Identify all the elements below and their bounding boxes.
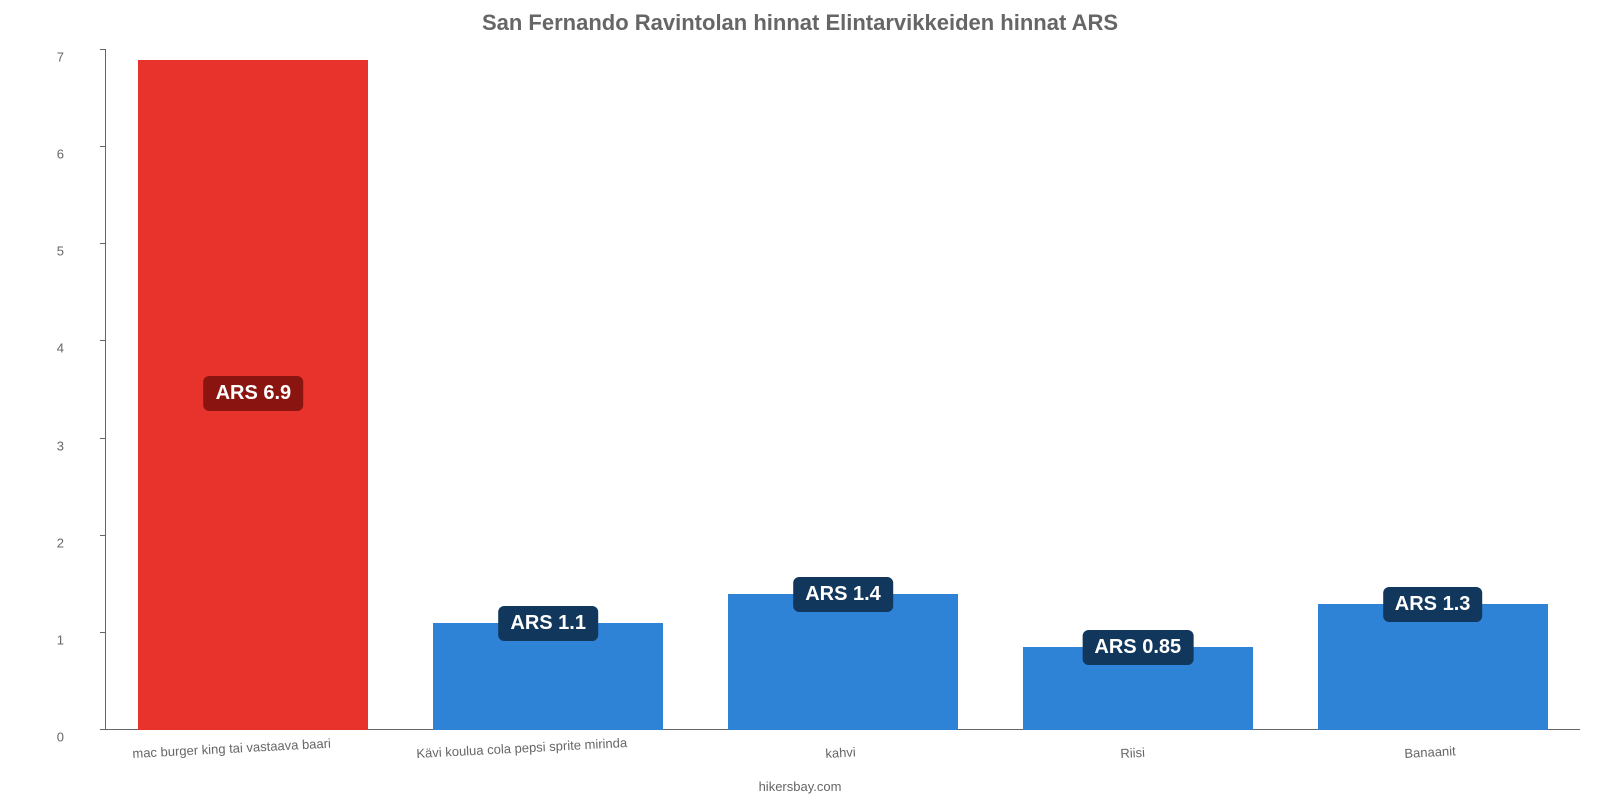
bar-value-label: ARS 0.85 [1082,630,1193,665]
x-axis-label: mac burger king tai vastaava baari [132,736,331,761]
bar-value-label: ARS 1.1 [498,606,598,641]
y-tick-label: 2 [34,535,64,550]
bar-slot: ARS 0.85 [990,50,1285,730]
y-axis: 01234567 [70,50,100,730]
y-tick-label: 5 [34,244,64,259]
bar-slot: ARS 1.1 [401,50,696,730]
plot-area: ARS 6.9 ARS 1.1 ARS 1.4 ARS 0.85 ARS 1.3 [106,50,1580,730]
bar [728,594,958,730]
bar-slot: ARS 6.9 [106,50,401,730]
bar-slot: ARS 1.4 [696,50,991,730]
bar-value-label: ARS 6.9 [204,376,304,411]
x-axis-label: Kävi koulua cola pepsi sprite mirinda [416,735,627,761]
y-tick-label: 7 [34,50,64,65]
y-tick-label: 3 [34,438,64,453]
bar-value-label: ARS 1.4 [793,577,893,612]
attribution-text: hikersbay.com [0,779,1600,794]
bar [1318,604,1548,730]
y-tick-label: 0 [34,730,64,745]
x-axis-label: Riisi [1120,745,1145,761]
y-tick-label: 6 [34,147,64,162]
x-axis-label: kahvi [825,744,856,761]
y-tick-label: 4 [34,341,64,356]
chart-title: San Fernando Ravintolan hinnat Elintarvi… [0,0,1600,36]
bar-slot: ARS 1.3 [1285,50,1580,730]
y-tick-label: 1 [34,632,64,647]
x-axis-label: Banaanit [1404,743,1456,761]
chart-area: 01234567 ARS 6.9ARS 1.1ARS 1.4ARS 0.85AR… [70,50,1580,730]
bar-value-label: ARS 1.3 [1383,587,1483,622]
